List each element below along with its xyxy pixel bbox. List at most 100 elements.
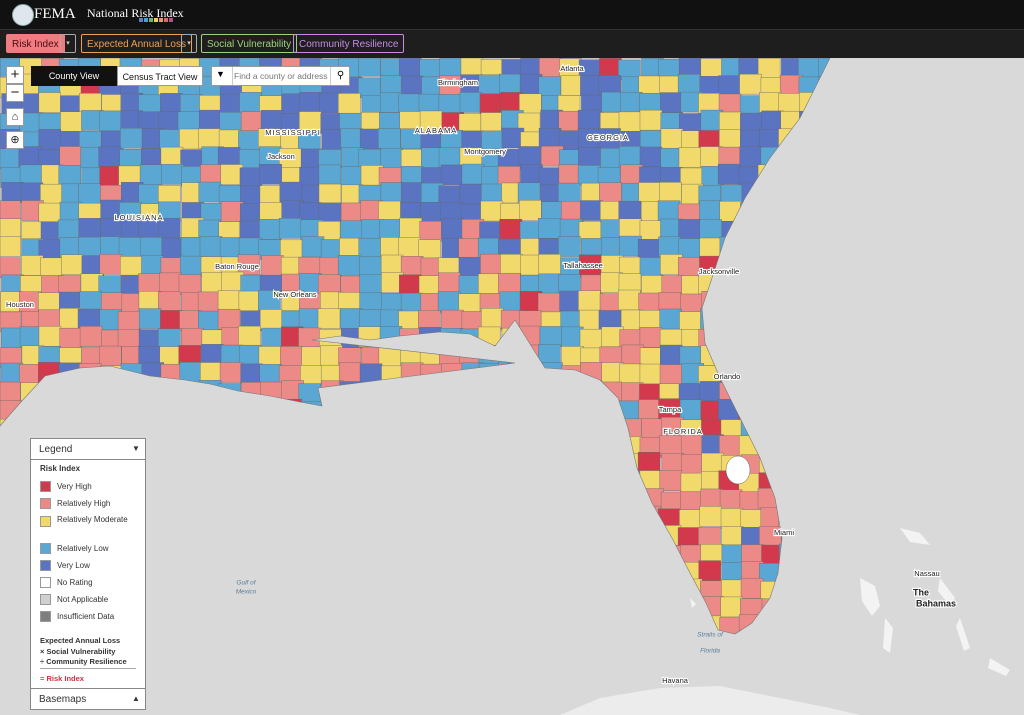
county [298,308,322,329]
county [340,202,364,224]
county [138,273,161,294]
zoom-in[interactable]: + [6,66,24,84]
water-label: Florida [700,648,720,655]
county [561,201,584,222]
county [639,363,663,385]
place-label: Houston [6,300,34,309]
place-label: Orlando [714,372,741,381]
place-label: Baton Rouge [215,262,259,271]
county [740,577,764,599]
county [318,183,342,205]
county [539,326,563,347]
search-box[interactable]: ▼ Find a county or address ⚲ [211,66,350,86]
county [380,147,404,169]
county [59,146,82,167]
tab-dropdown[interactable]: ▾ [181,34,197,53]
county [458,256,482,278]
county [681,454,704,475]
zoom-out[interactable]: − [6,84,24,102]
formula-line: ÷ Community Resilience [40,657,127,666]
legend-swatch [40,481,51,492]
county [0,148,22,169]
county [578,290,601,311]
county [678,147,702,168]
county [378,128,401,149]
county-view-toggle[interactable]: County View [31,66,117,86]
county [198,181,222,203]
county [721,562,745,583]
place-label: Montgomery [464,147,506,156]
tab[interactable]: Expected Annual Loss [81,34,192,53]
search-dropdown[interactable]: ▼ [216,69,225,79]
county [78,218,101,239]
county [680,472,704,494]
county [400,182,424,203]
tab-dropdown[interactable]: ▾ [60,34,76,53]
home-button[interactable]: ⌂ [6,108,24,126]
county [680,491,703,512]
county [420,202,443,223]
county [159,129,182,150]
water-label: Mexico [236,589,257,596]
formula-result: = Risk Index [40,674,84,683]
tract-view-toggle[interactable]: Census Tract View [117,66,203,86]
formula-line: Expected Annual Loss [40,636,121,645]
county [480,112,504,133]
county [378,200,401,222]
county [201,344,224,365]
county [299,166,322,188]
county [459,183,482,205]
search-button[interactable]: ⚲ [330,67,350,85]
county [538,273,561,295]
tab[interactable]: Community Resilience [293,34,405,53]
place-label: Atlanta [560,64,584,73]
county [538,128,562,149]
county [337,255,361,276]
county [679,311,702,332]
county [298,383,322,404]
county [679,399,703,421]
county [578,147,601,168]
county [618,289,641,311]
basemaps-toggle[interactable]: Basemaps ▲ [31,688,145,710]
county [280,346,303,367]
county [438,272,461,293]
county [620,92,643,113]
county [577,109,601,131]
county [558,110,581,132]
county [560,75,584,96]
county [539,58,562,78]
county [19,326,43,347]
county [358,58,381,77]
county [99,345,122,367]
legend-swatch [40,498,51,509]
place-label: Birmingham [438,78,478,87]
county [659,182,682,203]
county [179,255,203,277]
tab[interactable]: Social Vulnerability [201,34,298,53]
county [380,182,404,203]
county [639,109,663,131]
county [639,326,663,348]
county [719,111,742,133]
county [298,327,321,349]
county [699,219,722,240]
tab[interactable]: Risk Index [6,34,65,53]
county [619,218,642,239]
logo[interactable]: FEMA [34,6,76,22]
county [238,325,261,347]
legend-swatch [40,611,51,622]
legend-header[interactable]: Legend ▼ [31,439,145,460]
map[interactable]: Birmingham Atlanta MISSISSIPPI ALABAMA GEORG… [0,58,1024,715]
county [400,75,424,97]
county [117,311,141,332]
place-label: ALABAMA [415,126,457,135]
county [558,236,581,257]
locate-button[interactable]: ⊕ [6,131,24,149]
county [400,292,424,314]
county [441,218,464,239]
county [739,73,762,95]
county [478,273,501,295]
county [498,272,521,294]
county [699,381,722,402]
